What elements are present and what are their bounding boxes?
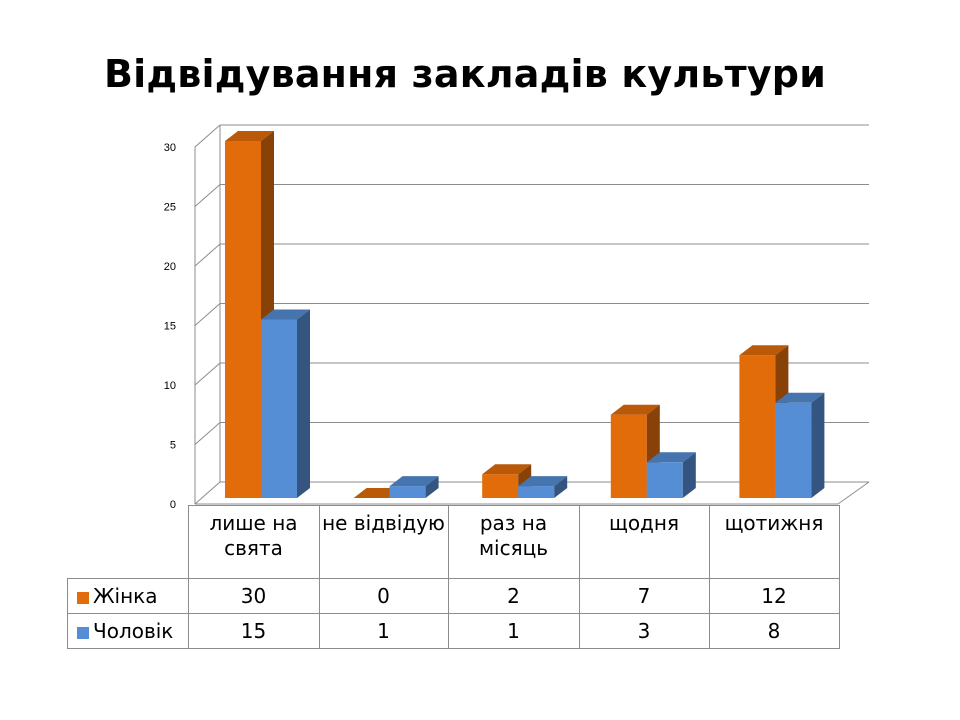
bar: [482, 474, 519, 498]
gridline: [194, 184, 221, 207]
gridline: [194, 481, 221, 505]
legend-entry: Жінка: [67, 578, 189, 614]
table-cell: 12: [708, 578, 840, 614]
bar-top: [261, 309, 310, 320]
legend-label: Жінка: [93, 584, 158, 608]
table-row: Чоловік 15 1 1 3 8: [67, 613, 840, 649]
bar-side: [811, 392, 825, 498]
y-tick-label: 0: [170, 499, 176, 511]
bar: [518, 486, 555, 498]
gridline: [194, 124, 221, 148]
bar-side: [297, 309, 310, 498]
category-label: раз на місяць: [447, 505, 580, 579]
table-cell: 8: [708, 613, 840, 649]
table-cell: 3: [578, 613, 710, 649]
bar-top: [739, 345, 789, 356]
y-tick-label: 30: [164, 142, 176, 154]
bar: [775, 402, 812, 498]
y-tick-label: 15: [164, 321, 176, 333]
bar: [225, 141, 261, 498]
table-row: Жінка 30 0 2 7 12: [67, 578, 840, 614]
y-tick-label: 25: [164, 202, 176, 214]
y-tick-label: 5: [170, 440, 176, 452]
table-cell: 1: [447, 613, 580, 649]
table-corner: [68, 506, 189, 579]
legend-swatch-men: [77, 627, 89, 639]
y-tick-label: 20: [164, 261, 176, 273]
table-cell: 30: [187, 578, 320, 614]
bar-side: [682, 452, 696, 498]
bar: [610, 414, 647, 498]
bar-side: [554, 476, 568, 498]
bar: [646, 462, 683, 498]
chart-title: Відвідування закладів культури: [103, 52, 827, 96]
gridline: [194, 243, 221, 267]
gridline: [194, 303, 221, 326]
table-cell: 1: [318, 613, 449, 649]
bar-side: [425, 476, 439, 498]
table-cell: 7: [578, 578, 710, 614]
bar: [389, 486, 426, 498]
bar-top: [225, 131, 274, 141]
category-label: не відвідую: [318, 505, 449, 579]
floor-edge: [837, 481, 870, 505]
bar-top: [646, 452, 696, 463]
bar: [739, 355, 776, 498]
gridline: [194, 422, 221, 445]
bar-top: [610, 404, 660, 415]
table-cell: 0: [318, 578, 449, 614]
gridline: [194, 362, 221, 386]
y-tick-label: 10: [164, 380, 176, 392]
table-cell: 15: [187, 613, 320, 649]
bar-top: [775, 392, 825, 403]
table-header-row: лише на свята не відвідую раз на місяць …: [68, 505, 840, 579]
bar-top: [482, 464, 532, 475]
table-cell: 2: [447, 578, 580, 614]
bar-top: [389, 476, 439, 487]
bar: [261, 319, 297, 498]
bar-top: [518, 476, 568, 487]
category-label: щотижня: [708, 505, 840, 579]
category-label: лише на свята: [187, 505, 320, 579]
legend-label: Чоловік: [93, 619, 174, 643]
category-label: щодня: [578, 505, 710, 579]
data-table: лише на свята не відвідую раз на місяць …: [67, 505, 840, 649]
legend-swatch-women: [77, 592, 89, 604]
legend-entry: Чоловік: [67, 613, 189, 649]
